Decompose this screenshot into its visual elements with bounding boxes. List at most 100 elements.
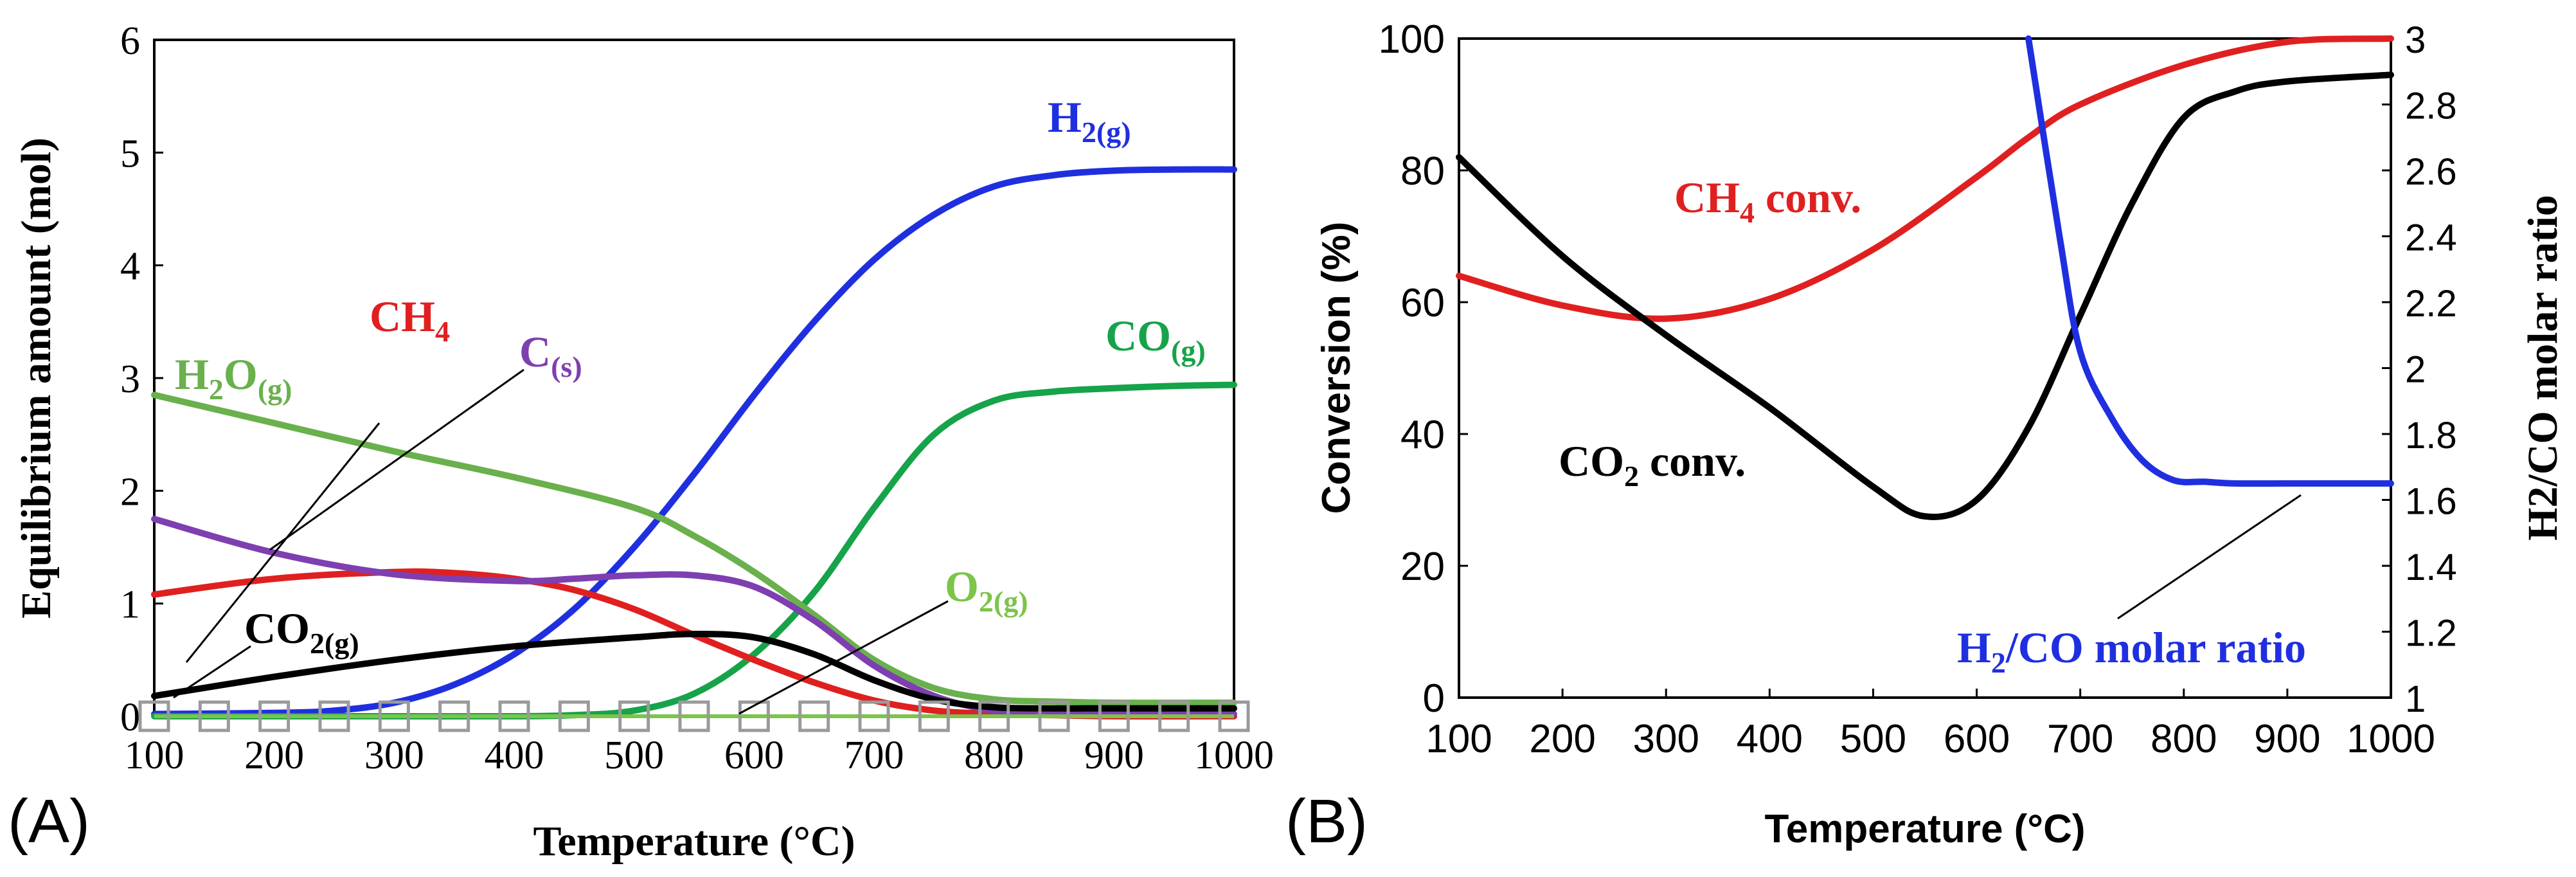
panel-b-x-tick-label: 100 [1426,717,1492,761]
panel-b-y2-tick-label: 1.8 [2405,415,2457,457]
series-o2-g-point [378,700,410,732]
panel-b-y2-tick-label: 1.6 [2405,481,2457,523]
panel-a-x-tick-label: 900 [1084,734,1144,777]
series-c-s-line [151,516,1237,718]
label-cs: C(s) [519,327,582,383]
ch4-leader-line [185,422,380,663]
panel-b-y-tick-label: 80 [1400,149,1445,194]
panel-b-y2-tick-label: 2.2 [2405,283,2457,325]
panel-a-y-tick-label: 4 [120,245,140,289]
series-o2-g-point [978,700,1010,732]
panel-a-x-tick-label: 1000 [1194,734,1274,777]
panel-a-y-axis-title: Equilibrium amount (mol) [13,138,60,619]
series-h2-g-line [151,166,1237,718]
panel-b-y-tick-label: 0 [1423,676,1445,721]
series-o2-g-point [1038,700,1070,732]
series-ch4-conv-line [1456,35,2394,322]
series-co2-conv-line [1456,71,2394,520]
panel-b-y2-tick-label: 2.8 [2405,86,2457,127]
panel-a-y-tick-label: 3 [120,357,140,401]
label-ch4-conv: CH4 conv. [1674,173,1861,229]
label-co2-conv: CO2 conv. [1559,437,1746,493]
panel-b-x-tick-label: 900 [2254,717,2320,761]
panel-a-x-tick-label: 100 [125,734,184,777]
panel-b-x-tick-label: 500 [1840,717,1906,761]
series-co2-g-line [151,631,1237,712]
panel-b-x-tick-label: 1000 [2347,717,2435,761]
panel-a-o2-markers [138,700,1250,732]
panel-b-x-tick-label: 600 [1944,717,2010,761]
series-o2-g-point [558,700,590,732]
panel-a-x-tick-label: 600 [724,734,784,777]
panel-b-tag: (B) [1285,787,1368,856]
panel-a-y-tick-label: 5 [120,132,140,176]
series-o2-g-point [138,700,170,732]
panel-b-y2-tick-label: 1.2 [2405,613,2457,655]
panel-b-x-axis-title: Temperature (°C) [1764,807,2085,851]
panel-b-y-tick-label: 20 [1400,545,1445,589]
ratio-leader-line [2117,494,2302,620]
series-o2-g-point [438,700,470,732]
panel-a-x-axis: 100 200 300 400 500 600 700 800 900 1000 [125,734,1275,777]
label-o2: O2(g) [945,562,1028,618]
series-o2-g-point [798,700,830,732]
series-o2-g-point [258,700,291,732]
panel-a-x-tick-label: 300 [364,734,424,777]
panel-a-y-axis: 0 1 2 3 4 5 6 [120,19,163,739]
panel-b-x-axis: 100 200 300 400 500 600 700 800 900 1000 [1426,689,2435,761]
label-h2: H2(g) [1048,93,1131,149]
panel-a-x-tick-label: 500 [604,734,664,777]
panel-b-y-tick-label: 60 [1400,281,1445,325]
panel-b-x-tick-label: 800 [2151,717,2217,761]
co2-leader-line [173,645,251,699]
panel-b-y2-tick-label: 3 [2405,19,2426,61]
label-ch4: CH4 [370,292,450,348]
panel-b-y-tick-label: 40 [1400,413,1445,457]
label-co2: CO2(g) [244,604,359,660]
panel-a-y-tick-label: 0 [120,696,140,739]
series-o2-g-point [1158,700,1190,732]
panel-b-x-tick-label: 400 [1737,717,1803,761]
cs-leader-line [269,368,524,551]
panel-b-plot-frame [1458,37,2392,699]
panel-b-series [1456,35,2394,520]
label-co: CO(g) [1105,311,1206,367]
series-o2-g-point [738,700,770,732]
panel-b-y-tick-label: 100 [1379,17,1445,62]
panel-b-y2-tick-label: 1.4 [2405,547,2457,588]
series-o2-g-point [1098,700,1130,732]
panel-b-y2-axis-title: H2/CO molar ratio [2519,195,2566,541]
label-h2co-ratio: H2/CO molar ratio [1957,623,2306,679]
panel-b-x-tick-label: 200 [1529,717,1595,761]
series-o2-g-point [858,700,890,732]
panel-a-y-tick-label: 6 [120,19,140,63]
panel-b-x-tick-label: 300 [1632,717,1699,761]
panel-a-x-tick-label: 700 [845,734,904,777]
series-o2-g-point [318,700,350,732]
series-o2-g-point [498,700,530,732]
panel-b-right-y-axis: 1 1.2 1.4 1.6 1.8 2 2.2 2.4 2.6 2.8 3 [2382,19,2457,720]
series-o2-g-point [198,700,230,732]
panel-a-y-tick-label: 2 [120,470,140,514]
series-o2-g-point [1218,700,1250,732]
panel-a-x-tick-label: 800 [964,734,1024,777]
series-h2-co-molar-ratio-line [2025,35,2394,487]
series-o2-g-point [618,700,650,732]
panel-b: 0 20 40 60 80 100 1 1.2 1.4 1.6 1.8 2 2.2 2.4 2.6 2.8 3… [1285,17,2566,856]
series-o2-g-point [678,700,710,732]
panel-b-y2-tick-label: 2.6 [2405,151,2457,193]
panel-b-x-tick-label: 700 [2047,717,2113,761]
panel-b-y2-tick-label: 2 [2405,349,2426,391]
panel-b-y-axis-title: Conversion (%) [1314,222,1359,514]
panel-b-left-y-axis: 0 20 40 60 80 100 [1379,17,1468,721]
panel-a-tag: (A) [8,787,90,856]
panel-b-y2-tick-label: 1 [2405,678,2426,720]
panel-a-y-tick-label: 1 [120,583,140,627]
panel-a-x-tick-label: 400 [485,734,544,777]
label-h2o: H2O(g) [175,350,292,406]
panel-a-x-tick-label: 200 [244,734,304,777]
panel-a-x-axis-title: Temperature (°C) [533,818,855,865]
panel-b-y2-tick-label: 2.4 [2405,217,2457,259]
